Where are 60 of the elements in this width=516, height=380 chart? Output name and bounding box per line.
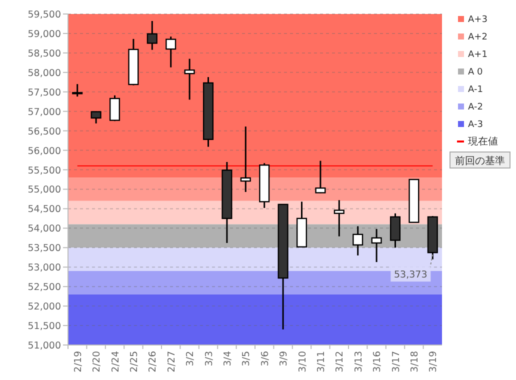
y-tick-label: 54,000 <box>28 224 61 235</box>
y-tick-label: 57,000 <box>28 106 61 118</box>
x-tick-label: 3/5 <box>241 351 252 366</box>
x-tick-label: 3/13 <box>353 351 364 372</box>
x-tick-label: 2/26 <box>148 351 159 372</box>
x-tick-label: 3/12 <box>334 351 346 372</box>
legend-label: A+1 <box>468 50 488 60</box>
y-tick-label: 56,000 <box>28 146 61 157</box>
y-tick-label: 51,000 <box>28 340 61 352</box>
y-tick-label: 51,500 <box>28 321 61 332</box>
y-tick-label: 58,500 <box>28 48 61 60</box>
text: 前回の基準 <box>455 155 505 167</box>
x-tick-label: 2/25 <box>128 351 140 372</box>
candlestick <box>166 36 176 68</box>
y-tick-label: 55,000 <box>28 184 61 196</box>
candlestick <box>72 83 83 98</box>
x-tick-label: 2/20 <box>92 351 103 372</box>
y-tick-label: 57,500 <box>28 87 61 98</box>
candlestick <box>240 126 251 193</box>
legend-label: A+2 <box>468 32 488 42</box>
candlestick <box>146 20 158 51</box>
y-tick-label: 58,000 <box>28 68 61 79</box>
candlestick <box>352 225 364 256</box>
y-tick-label: 59,000 <box>28 28 61 40</box>
y-tick-label: 52,500 <box>28 282 61 294</box>
x-tick-label: 2/24 <box>110 351 122 372</box>
x-tick-label: 3/2 <box>185 351 196 366</box>
x-tick-label: 3/3 <box>204 351 215 366</box>
candlestick <box>371 228 382 263</box>
x-tick-label: 3/10 <box>297 351 308 372</box>
legend-label: 現在値 <box>468 136 498 148</box>
x-tick-label: 2/19 <box>72 351 84 372</box>
candlestick <box>184 58 195 100</box>
x-tick-label: 3/11 <box>316 351 327 372</box>
x-tick-label: 3/9 <box>278 351 290 366</box>
y-tick-label: 52,000 <box>28 302 61 313</box>
x-tick-label: 3/6 <box>260 351 271 366</box>
x-tick-label: 3/4 <box>222 351 234 366</box>
candlestick <box>109 94 120 122</box>
x-tick-label: 3/17 <box>390 351 402 372</box>
y-tick-label: 53,000 <box>28 262 61 274</box>
candlestick <box>390 212 401 248</box>
legend-label: A-2 <box>468 102 483 112</box>
y-tick-label: 54,500 <box>28 204 61 216</box>
band-label: A+3 <box>468 15 488 25</box>
y-tick-label: 53,500 <box>28 243 61 254</box>
legend-label: A-3 <box>468 120 483 130</box>
x-tick-label: 3/19 <box>428 351 440 372</box>
legend-label: A-1 <box>468 85 483 95</box>
x-tick-label: 2/27 <box>166 351 178 372</box>
legend-label: A 0 <box>468 68 484 78</box>
candlestick <box>315 160 326 194</box>
annotation: 53,373 <box>394 270 428 281</box>
y-tick-label: 59,500 <box>28 10 61 20</box>
y-tick-label: 56,500 <box>28 126 61 138</box>
x-tick-label: 3/16 <box>372 351 384 372</box>
x-tick-label: 3/18 <box>409 351 420 372</box>
y-tick-label: 55,500 <box>28 165 61 176</box>
candlestick <box>90 110 102 124</box>
candlestick <box>334 199 344 238</box>
